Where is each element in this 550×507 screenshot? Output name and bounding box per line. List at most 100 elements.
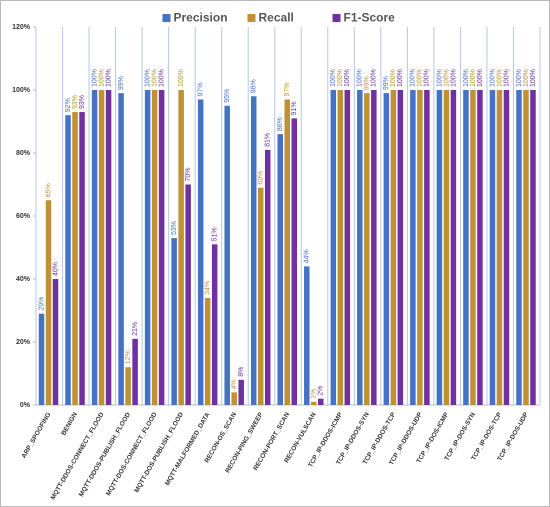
bar [477, 90, 483, 405]
bar [318, 398, 324, 405]
value-label: 100% [450, 69, 457, 87]
value-label: 99% [364, 76, 371, 90]
value-label: 100% [330, 69, 337, 87]
value-label: 100% [371, 69, 378, 87]
bar [304, 266, 310, 405]
bar [450, 90, 457, 405]
bar [264, 149, 271, 405]
value-label: 81% [265, 133, 272, 147]
bar [436, 90, 443, 405]
value-label: 2% [318, 386, 325, 396]
y-tick-label: 20% [16, 339, 31, 346]
y-tick-label: 80% [16, 150, 31, 157]
bar [277, 134, 283, 405]
value-label: 44% [304, 249, 311, 263]
bar [118, 93, 124, 406]
bar [105, 90, 112, 405]
value-label: 51% [212, 227, 219, 241]
bar [443, 90, 450, 405]
bar [337, 90, 344, 405]
value-label: 100% [530, 69, 537, 87]
bar [185, 184, 191, 405]
value-label: 100% [390, 69, 397, 87]
value-label: 99% [118, 76, 125, 90]
y-tick-label: 120% [12, 24, 31, 31]
bar [224, 105, 230, 405]
legend-swatch [162, 14, 171, 22]
bar [311, 401, 317, 405]
value-label: 100% [144, 69, 151, 87]
value-label: 100% [337, 69, 344, 87]
value-label: 93% [72, 95, 79, 109]
bar [257, 187, 264, 405]
value-label: 98% [251, 79, 258, 93]
value-label: 97% [284, 82, 291, 96]
bar [371, 90, 377, 405]
bar [330, 90, 337, 405]
value-label: 100% [477, 69, 484, 87]
legend-label: Precision [174, 11, 228, 25]
bar [132, 338, 138, 405]
value-label: 100% [151, 69, 158, 87]
bar [424, 90, 430, 405]
value-label: 21% [132, 322, 139, 336]
bar [151, 90, 158, 405]
value-label: 100% [397, 69, 404, 87]
bar [125, 367, 131, 405]
value-label: 92% [65, 98, 72, 112]
value-label: 99% [383, 76, 390, 90]
bar [364, 93, 370, 406]
legend-swatch [332, 14, 341, 22]
value-label: 100% [98, 69, 105, 87]
value-label: 12% [125, 350, 132, 364]
bar [291, 118, 297, 405]
value-label: 34% [205, 281, 212, 295]
bar [238, 379, 244, 405]
value-label: 8% [238, 367, 245, 377]
value-label: 100% [91, 69, 98, 87]
bar [231, 392, 237, 405]
bar [523, 90, 529, 405]
bar [390, 90, 397, 405]
value-label: 100% [105, 69, 112, 87]
bar [204, 297, 211, 405]
value-label: 100% [523, 69, 530, 87]
bar [489, 90, 496, 405]
bar [79, 112, 85, 406]
y-tick-label: 40% [16, 276, 31, 283]
bar [65, 115, 71, 405]
bar [516, 90, 522, 405]
bar [530, 90, 536, 405]
bar [72, 112, 78, 406]
bar [52, 279, 59, 405]
value-label: 100% [344, 69, 351, 87]
value-label: 97% [198, 82, 205, 96]
value-label: 100% [516, 69, 523, 87]
value-label: 100% [503, 69, 510, 87]
value-label: 29% [38, 297, 45, 311]
bar [496, 90, 503, 405]
bar [91, 90, 98, 405]
bar [344, 90, 351, 405]
value-label: 100% [417, 69, 424, 87]
value-label: 40% [52, 262, 59, 276]
value-label: 100% [496, 69, 503, 87]
bar [357, 90, 363, 405]
value-label: 95% [224, 89, 231, 103]
bar [410, 90, 416, 405]
value-label: 100% [158, 69, 165, 87]
bar [211, 244, 218, 405]
bar [144, 90, 151, 405]
value-label: 100% [178, 69, 185, 87]
value-label: 100% [443, 69, 450, 87]
value-label: 100% [489, 69, 496, 87]
value-label: 100% [357, 69, 364, 87]
bar [197, 99, 204, 405]
value-label: 91% [291, 101, 298, 115]
bar [171, 238, 177, 405]
legend-label: Recall [259, 11, 294, 25]
value-label: 53% [171, 221, 178, 235]
bar [178, 90, 184, 405]
bar [98, 90, 105, 405]
bar [397, 90, 404, 405]
